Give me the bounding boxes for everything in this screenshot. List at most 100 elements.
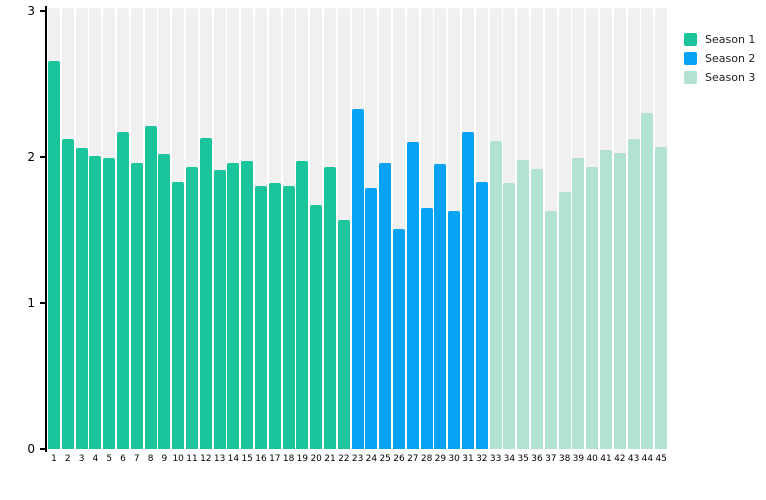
bar-background-column: [172, 8, 185, 449]
bar-background-column: [268, 8, 281, 449]
x-tick-label: 11: [186, 454, 198, 464]
bar-background-column: [117, 8, 129, 449]
bar-background-column: [406, 8, 419, 449]
x-tick-label: 34: [503, 454, 516, 464]
bar-background-column: [613, 8, 626, 449]
bar-background-column: [489, 8, 502, 449]
x-tick-label: 38: [558, 454, 571, 464]
bar-background-column: [324, 8, 336, 449]
bar-background-column: [158, 8, 171, 449]
legend-item-season-2: Season 2: [684, 49, 755, 68]
bar-season-1-ep16: [255, 186, 267, 449]
bar-season-1-ep4: [89, 155, 102, 449]
bar-background-column: [448, 8, 461, 449]
bar-season-1-ep20: [310, 205, 323, 449]
bar-background-column: [241, 8, 254, 449]
x-tick-label: 35: [517, 454, 529, 464]
bar-background-column: [89, 8, 102, 449]
bar-season-1-ep6: [117, 132, 129, 449]
bar-season-3-ep41: [600, 149, 612, 449]
bar-background-column: [503, 8, 516, 449]
x-tick-label: 5: [106, 454, 113, 464]
y-tick-mark: [40, 156, 45, 158]
bar-background-column: [144, 8, 157, 449]
bar-season-1-ep7: [130, 162, 143, 449]
bar-season-3-ep35: [517, 159, 530, 449]
bar-background-column: [365, 8, 378, 449]
x-tick-label: 42: [614, 454, 626, 464]
bar-background-column: [103, 8, 116, 449]
bar-season-1-ep22: [337, 219, 350, 449]
x-tick-label: 16: [255, 454, 267, 464]
x-tick-label: 1: [51, 454, 57, 464]
bar-season-2-ep25: [379, 162, 392, 449]
bar-background-column: [379, 8, 392, 449]
x-tick-label: 20: [310, 454, 322, 464]
legend-swatch-icon: [684, 71, 697, 84]
x-tick-label: 15: [241, 454, 253, 464]
x-tick-label: 24: [365, 454, 378, 464]
bar-season-1-ep17: [268, 183, 281, 449]
bar-season-1-ep15: [241, 161, 254, 449]
x-tick-label: 9: [161, 454, 168, 464]
x-tick-label: 32: [476, 454, 488, 464]
x-tick-label: 3: [78, 454, 85, 464]
bar-season-3-ep42: [613, 152, 626, 449]
bar-background-column: [282, 8, 295, 449]
bar-background-column: [393, 8, 405, 449]
x-tick-label: 33: [489, 454, 502, 464]
x-tick-label: 2: [64, 454, 71, 464]
bar-season-2-ep31: [462, 132, 474, 449]
x-tick-label: 37: [545, 454, 557, 464]
bar-season-3-ep36: [531, 168, 543, 449]
x-tick-label: 26: [393, 454, 405, 464]
x-tick-label: 44: [641, 454, 654, 464]
legend-label: Season 2: [705, 52, 756, 65]
x-tick-label: 6: [120, 454, 126, 464]
x-tick-label: 27: [407, 454, 419, 464]
x-tick-label: 30: [448, 454, 460, 464]
x-tick-label: 7: [133, 454, 140, 464]
bar-background-column: [310, 8, 323, 449]
bar-season-1-ep1: [48, 60, 60, 449]
bar-season-1-ep3: [75, 148, 88, 449]
x-tick-label: 21: [324, 454, 336, 464]
bar-season-3-ep34: [503, 183, 516, 449]
x-tick-label: 4: [92, 454, 99, 464]
bar-season-2-ep28: [420, 208, 433, 449]
bar-background-column: [558, 8, 571, 449]
bar-background-column: [544, 8, 557, 449]
x-tick-label: 28: [420, 454, 433, 464]
bar-season-1-ep21: [324, 167, 336, 449]
x-tick-label: 18: [282, 454, 295, 464]
bar-season-1-ep10: [172, 181, 185, 449]
legend-item-season-1: Season 1: [684, 30, 755, 49]
bar-background-column: [420, 8, 433, 449]
bar-background-column: [75, 8, 88, 449]
y-tick-label: 1: [27, 296, 35, 310]
x-tick-label: 40: [586, 454, 598, 464]
legend: Season 1 Season 2 Season 3: [684, 30, 755, 87]
x-tick-label: 23: [351, 454, 364, 464]
x-tick-label: 25: [379, 454, 391, 464]
y-tick-label: 2: [27, 150, 35, 164]
x-tick-label: 14: [227, 454, 240, 464]
x-tick-label: 43: [627, 454, 640, 464]
bar-background-column: [213, 8, 226, 449]
bar-background-column: [434, 8, 447, 449]
bar-background-column: [462, 8, 474, 449]
bar-season-1-ep11: [186, 167, 198, 449]
y-tick-mark: [40, 302, 45, 304]
bar-season-2-ep29: [434, 164, 447, 449]
legend-label: Season 1: [705, 33, 756, 46]
bar-background-column: [517, 8, 530, 449]
bar-background-column: [255, 8, 267, 449]
bar-season-1-ep18: [282, 186, 295, 449]
x-tick-label: 22: [338, 454, 350, 464]
bar-season-1-ep8: [144, 126, 157, 449]
y-axis-line: [45, 6, 47, 452]
y-tick-mark: [40, 10, 45, 12]
x-tick-label: 29: [434, 454, 447, 464]
y-tick-label: 3: [27, 4, 35, 18]
